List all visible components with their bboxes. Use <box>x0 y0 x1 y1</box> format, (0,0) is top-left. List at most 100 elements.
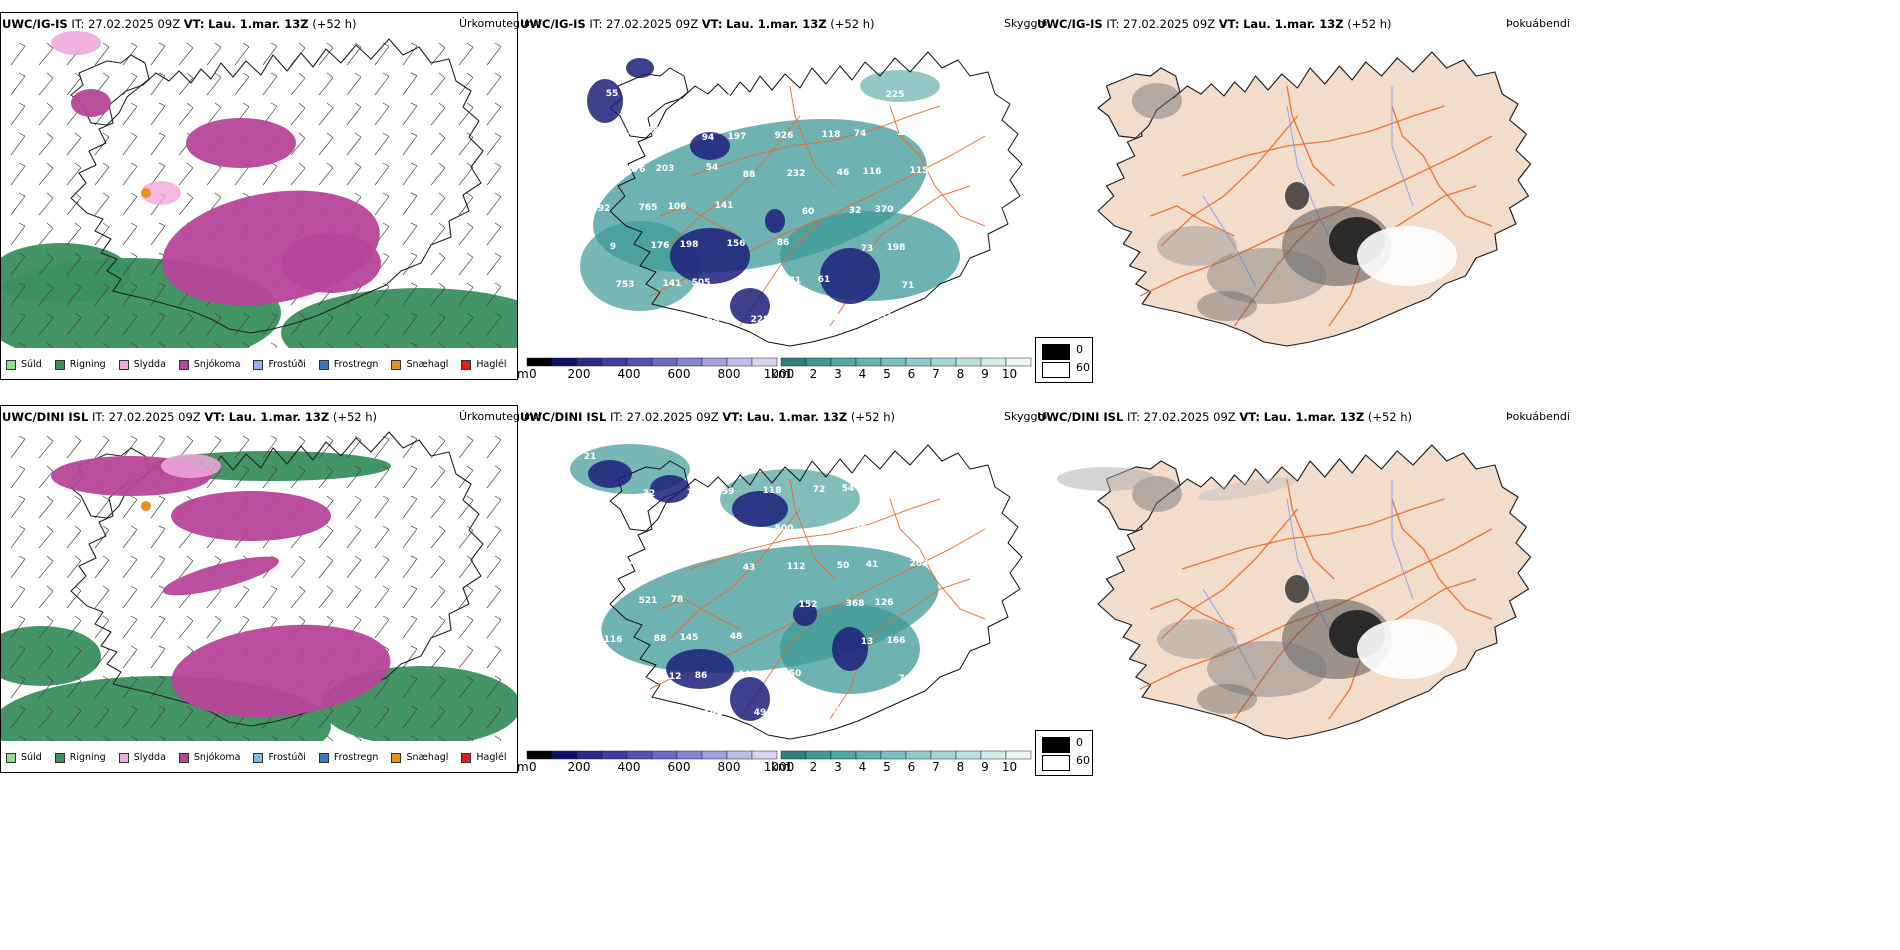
wind-barb-flag <box>46 252 54 259</box>
wind-barb <box>374 76 390 96</box>
ceiling-colorbar-cell <box>701 357 728 367</box>
ceiling-low-patch <box>832 627 868 671</box>
wind-barb <box>374 166 390 186</box>
it-value: 27.02.2025 09Z <box>606 17 699 31</box>
wind-barb <box>318 317 334 336</box>
legend-swatch <box>118 359 129 370</box>
wind-barb-flag <box>130 312 138 317</box>
wind-barb-flag <box>382 342 390 347</box>
wind-barb-flag <box>494 72 502 77</box>
ceiling-colorbar-cell <box>751 750 778 760</box>
ceiling-value-label: 228 <box>751 315 770 325</box>
wind-barb <box>486 226 502 246</box>
panel-header-fog: UWC/DINI ISL IT: 27.02.2025 09Z VT: Lau.… <box>1037 410 1412 424</box>
wind-barb-flag <box>130 192 138 197</box>
wind-barb-flag <box>214 312 222 318</box>
wind-barb-flag <box>18 615 26 620</box>
wind-barb-flag <box>46 342 54 349</box>
wind-barb-flag <box>270 465 278 470</box>
wind-barb-flag <box>382 585 390 590</box>
ceiling-low-patch <box>793 602 817 626</box>
ceiling-colorbar-cell <box>651 357 678 367</box>
wind-barb <box>10 45 26 66</box>
wind-barb <box>206 317 222 336</box>
wind-barb <box>10 558 26 579</box>
legend-item: Frostúði <box>253 359 306 370</box>
ceiling-value-label: 55 <box>584 59 597 69</box>
wind-barb <box>150 225 166 246</box>
wind-barb-flag <box>46 132 54 139</box>
wind-barb-flag <box>298 615 306 622</box>
precip-legend: Súld Rigning Slydda Snjókoma Frostúði Frostre… <box>6 359 507 370</box>
wind-barb-flag <box>158 72 166 77</box>
fog-area-west <box>1157 226 1237 266</box>
visibility-colorbar-cell <box>1005 750 1032 760</box>
legend-item: Frostregn <box>318 359 378 370</box>
wind-barb-flag <box>158 735 166 740</box>
wind-barb-flag <box>410 495 418 500</box>
visibility-colorbar-tick: 9 <box>981 367 989 380</box>
fog-area-north-core <box>1285 182 1309 210</box>
wind-barb-flag <box>466 675 474 681</box>
legend-label: Frostúði <box>268 752 306 763</box>
wind-barb-flag <box>298 585 306 592</box>
wind-barb <box>66 77 82 96</box>
ceiling-colorbar-cell <box>676 357 703 367</box>
ceiling-value-label: 141 <box>663 279 682 289</box>
wind-barb-flag <box>18 132 26 137</box>
wind-barb <box>458 560 474 579</box>
vt-value: Lau. 1.mar. 13Z <box>1243 17 1344 31</box>
legend-swatch <box>253 359 264 370</box>
visibility-colorbar-unit: km <box>771 367 790 380</box>
ceiling-value-label: 60 <box>802 207 815 217</box>
snow-area-central <box>171 624 391 718</box>
wind-barb-flag <box>74 645 82 651</box>
ceiling-low-patch <box>730 288 770 324</box>
wind-barb-flag <box>74 705 82 711</box>
wind-barb-flag <box>46 192 54 199</box>
model-name: UWC/DINI ISL <box>1037 410 1124 424</box>
wind-barb <box>122 529 138 549</box>
legend-item: Haglél <box>461 359 507 370</box>
wind-barb-flag <box>18 252 26 257</box>
wind-barb-flag <box>158 312 166 317</box>
wind-barb-flag <box>466 42 474 48</box>
road-line <box>1160 508 1299 640</box>
wind-barb <box>94 619 110 639</box>
wind-barb-flag <box>18 645 26 650</box>
ceiling-colorbar-unit: m <box>517 760 529 773</box>
wind-barb <box>122 106 138 126</box>
road-line <box>1160 115 1299 247</box>
visibility-colorbar-tick: 4 <box>859 367 867 380</box>
wind-barb-flag <box>382 252 390 257</box>
wind-barb <box>122 226 138 246</box>
wind-barb <box>458 500 474 519</box>
ceiling-value-label: 115 <box>910 166 929 176</box>
wind-barb <box>94 256 110 276</box>
wind-barb-flag <box>130 132 138 137</box>
wind-barb-flag <box>18 222 26 227</box>
wind-barb <box>458 590 474 609</box>
ceiling-value-label: 306 <box>675 317 694 327</box>
fog-legend-low-label: 0 <box>1076 343 1083 356</box>
road-line <box>1150 205 1235 237</box>
ceiling-colorbar-tick: 0 <box>529 367 537 380</box>
wind-barb-flag <box>382 162 390 167</box>
visibility-colorbar-cell <box>955 357 982 367</box>
wind-barb <box>178 77 194 96</box>
wind-barb <box>430 560 446 579</box>
wind-barb-flag <box>18 192 26 197</box>
iceland-outline <box>609 444 1023 740</box>
legend-item: Frostregn <box>318 752 378 763</box>
rain-area-southwest <box>1 626 101 686</box>
wind-barb-flag <box>382 645 390 650</box>
road-line <box>1181 105 1445 177</box>
legend-item: Snæhagl <box>391 359 448 370</box>
ceiling-low-patch <box>650 475 690 503</box>
visibility-colorbar-unit: km <box>771 760 790 773</box>
wind-barb-flag <box>382 555 390 560</box>
wind-barb-flag <box>102 162 110 168</box>
wind-barb <box>66 620 82 639</box>
wind-barb-flag <box>130 222 138 227</box>
